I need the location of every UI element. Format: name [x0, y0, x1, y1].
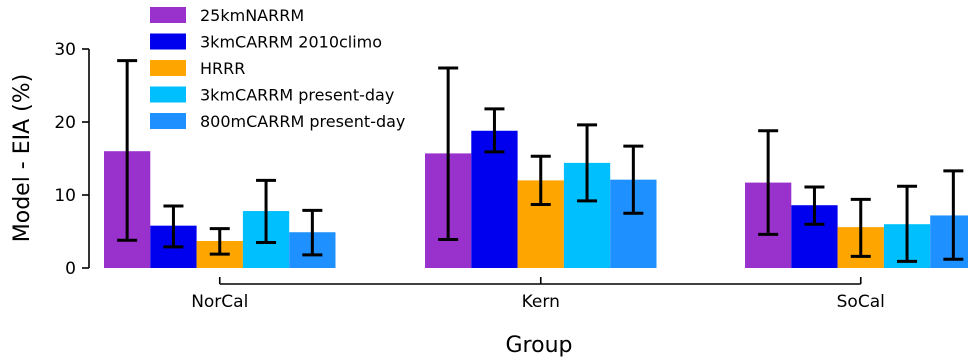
- legend-label: 800mCARRM present-day: [200, 112, 405, 131]
- legend-item: 3kmCARRM present-day: [150, 86, 394, 105]
- error-bar: [302, 208, 323, 257]
- error-bar: [209, 227, 230, 256]
- error-bar: [256, 178, 277, 244]
- error-bar: [484, 107, 505, 154]
- y-tick-label: 20: [54, 113, 76, 133]
- error-bars-layer: [117, 59, 964, 263]
- error-bar: [850, 197, 871, 258]
- error-bar: [577, 123, 598, 203]
- error-bar: [623, 144, 644, 215]
- legend: 25kmNARRM 3kmCARRM 2010climo HRRR 3kmCARRM …: [150, 6, 405, 131]
- legend-label: 3kmCARRM present-day: [200, 86, 394, 105]
- bars-layer: [104, 130, 968, 268]
- legend-swatch: [150, 60, 186, 76]
- legend-item: 800mCARRM present-day: [150, 112, 405, 131]
- y-tick-label: 30: [54, 40, 76, 60]
- error-bar: [758, 129, 779, 236]
- bar: [471, 130, 518, 268]
- error-bar: [897, 184, 918, 263]
- x-axis-title: Group: [506, 333, 573, 358]
- error-bar: [943, 169, 964, 261]
- legend-label: 25kmNARRM: [200, 6, 304, 25]
- legend-label: 3kmCARRM 2010climo: [200, 33, 382, 52]
- y-axis-title: Model - EIA (%): [10, 74, 35, 242]
- error-bar: [530, 154, 551, 206]
- legend-swatch: [150, 86, 186, 103]
- error-bar: [117, 59, 138, 242]
- y-tick-label: 10: [54, 186, 76, 206]
- legend-label: HRRR: [200, 59, 245, 78]
- x-tick-label: NorCal: [191, 292, 248, 312]
- legend-swatch: [150, 7, 186, 23]
- error-bar: [804, 185, 825, 226]
- legend-item: 25kmNARRM: [150, 6, 304, 25]
- legend-swatch: [150, 33, 186, 50]
- legend-item: 3kmCARRM 2010climo: [150, 33, 382, 52]
- legend-item: HRRR: [150, 59, 245, 78]
- error-bar: [163, 204, 184, 249]
- y-tick-label: 0: [65, 259, 76, 279]
- x-tick-label: SoCal: [837, 292, 885, 312]
- legend-swatch: [150, 113, 186, 129]
- axes-layer: 0 10 20 30 NorCal Kern SoCal: [54, 40, 884, 312]
- x-tick-label: Kern: [522, 292, 560, 312]
- error-bar: [438, 66, 459, 242]
